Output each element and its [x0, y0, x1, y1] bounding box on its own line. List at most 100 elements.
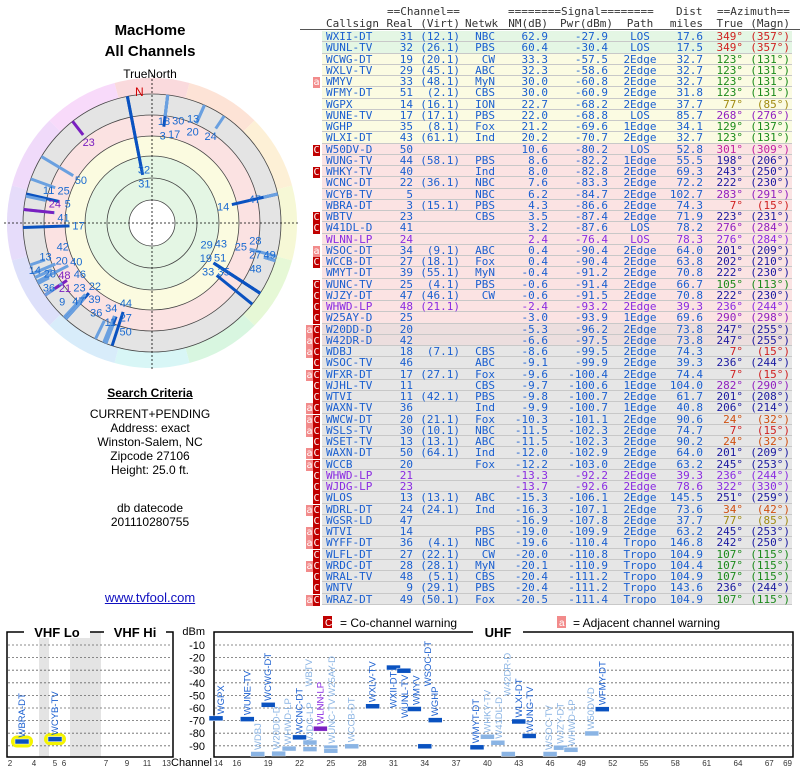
col-header-callsign[interactable]: Callsign [326, 17, 379, 30]
col-header-path[interactable]: Path [626, 17, 654, 30]
cell-callsign[interactable]: WLFL-DT [326, 547, 373, 561]
table-row[interactable]: WLXI-DT 43 (61.1) Ind 20.2 -70.7 2Edge 32.7 123°… [300, 131, 800, 145]
table-row[interactable]: aC WDBJ 18 (7.1) CBS -8.6 -99.5 2Edge 74.3 7° (15°… [300, 346, 800, 358]
cell-callsign[interactable]: WSOC-TV [326, 356, 373, 370]
cell-callsign[interactable]: WJDG-LP [326, 480, 373, 493]
cell-callsign[interactable]: WFMY-DT [326, 86, 373, 100]
cell-callsign[interactable]: WCCB [326, 457, 353, 471]
cell-callsign[interactable]: WSET-TV [326, 435, 373, 448]
table-row[interactable]: C WLFL-DT 27 (22.1) CW -20.0 -110.8 Tropo 104.9 1… [300, 547, 800, 561]
table-row[interactable]: C WNTV 9 (29.1) PBS -20.4 -111.2 Tropo 143.6 236°… [300, 581, 800, 595]
cell-callsign[interactable]: WUNG-TV [326, 153, 373, 167]
table-row[interactable]: C WHWD-LP 21 -13.3 -92.2 2Edge 39.3 236° (244°) [300, 468, 800, 482]
cell-callsign[interactable]: WUNL-TV [326, 41, 373, 55]
cell-callsign[interactable]: WSOC-DT [326, 243, 373, 257]
cell-callsign[interactable]: WBRA-DT [326, 198, 373, 212]
col-header-virt[interactable]: (Virt) [420, 17, 460, 30]
cell-callsign[interactable]: WLXI-DT [326, 131, 373, 145]
table-row[interactable]: WCYB-TV 5 NBC 6.2 -84.7 2Edge 102.7 283° (291°) [300, 187, 800, 201]
cell-callsign[interactable]: WTVI [326, 525, 353, 538]
table-row[interactable]: WGHP 35 (8.1) Fox 21.2 -69.6 1Edge 34.1 129° (137… [300, 121, 800, 132]
table-row[interactable]: aC WSLS-TV 30 (10.1) NBC -11.5 -102.3 2Edge 74.7… [300, 423, 800, 437]
cell-callsign[interactable]: WCYB-TV [326, 187, 373, 201]
cell-callsign[interactable]: WWCW-DT [326, 412, 373, 426]
cell-callsign[interactable]: WJZY-DT [326, 288, 373, 302]
cell-callsign[interactable]: WUNC-TV [326, 277, 373, 291]
table-row[interactable]: C W41DL-D 41 3.2 -87.6 LOS 78.2 276° (284°) [300, 221, 800, 235]
cell-callsign[interactable]: WXII-DT [326, 30, 373, 43]
cell-callsign[interactable]: W25AY-D [326, 311, 373, 325]
cell-callsign[interactable]: WAXN-DT [326, 446, 373, 460]
table-row[interactable]: WXII-DT 31 (12.1) NBC 62.9 -27.9 LOS 17.6 349° (3… [300, 31, 800, 42]
table-row[interactable]: C WBTV 23 CBS 3.5 -87.4 2Edge 71.9 223° (231°) [300, 210, 800, 223]
cell-callsign[interactable]: WLOS [326, 491, 353, 505]
table-row[interactable]: aC WRAZ-DT 49 (50.1) Fox -20.5 -111.4 Tropo 104.… [300, 592, 800, 606]
table-row[interactable]: C WJZY-DT 47 (46.1) CW -0.6 -91.5 2Edge 70.8 222°… [300, 288, 800, 302]
table-row[interactable]: aC WWCW-DT 20 (21.1) Fox -10.3 -101.1 2Edge 90.6… [300, 412, 800, 426]
cell-callsign[interactable]: WTVI [326, 390, 353, 403]
col-header-netwk[interactable]: Netwk [465, 17, 499, 30]
cell-callsign[interactable]: WCCB-DT [326, 255, 373, 268]
table-row[interactable]: C WLOS 13 (13.1) ABC -15.3 -106.1 2Edge 145.5 251… [300, 491, 800, 505]
cell-callsign[interactable]: WRDC-DT [326, 558, 373, 572]
cell-callsign[interactable]: W41DL-D [326, 221, 373, 235]
table-row[interactable]: C WHKY-TV 40 Ind 8.0 -82.8 2Edge 69.3 243° (250°) [300, 165, 800, 178]
cell-callsign[interactable]: WJHL-TV [326, 378, 373, 392]
cell-callsign[interactable]: WBTV [326, 210, 353, 223]
cell-callsign[interactable]: WUNE-TV [326, 108, 373, 122]
col-header-real[interactable]: Real [386, 17, 414, 30]
table-row[interactable]: WMYT-DT 39 (55.1) MyN -0.4 -91.2 2Edge 70.8 222°… [300, 266, 800, 280]
cell-callsign[interactable]: WCNC-DT [326, 176, 373, 190]
table-row[interactable]: C WGSR-LD 47 -16.9 -107.8 2Edge 37.7 77° (85°) [300, 513, 800, 527]
table-row[interactable]: a WSOC-DT 34 (9.1) ABC 0.4 -90.4 2Edge 64.0 201° (… [300, 243, 800, 257]
col-header-pwr[interactable]: Pwr(dBm) [560, 17, 613, 30]
cell-callsign[interactable]: WMYV [326, 75, 353, 88]
tvfool-link[interactable]: www.tvfool.com [104, 590, 196, 605]
table-row[interactable]: WFMY-DT 51 (2.1) CBS 30.0 -60.9 2Edge 31.8 123° (… [300, 86, 800, 100]
col-header-magn[interactable]: (Magn) [750, 17, 790, 30]
cell-callsign[interactable]: W42DR-D [326, 333, 373, 347]
table-row[interactable]: a WMYV 33 (48.1) MyN 30.0 -60.8 2Edge 32.7 123° (1… [300, 75, 800, 88]
cell-callsign[interactable]: WMYT-DT [326, 266, 373, 280]
table-row[interactable]: aC WRDC-DT 28 (28.1) MyN -20.1 -110.9 Tropo 104.… [300, 558, 800, 572]
table-row[interactable]: aC WAXN-TV 36 Ind -9.9 -100.7 1Edge 40.8 206° (21… [300, 401, 800, 415]
cell-callsign[interactable]: WGSR-LD [326, 513, 373, 527]
table-row[interactable]: aC WYFF-DT 36 (4.1) NBC -19.6 -110.4 Tropo 146.8… [300, 536, 800, 550]
cell-callsign[interactable]: WNTV [326, 581, 353, 595]
table-row[interactable]: WUNG-TV 44 (58.1) PBS 8.6 -82.2 1Edge 55.5 198° (… [300, 153, 800, 167]
table-row[interactable]: C WUNC-TV 25 (4.1) PBS -0.6 -91.4 2Edge 66.7 105°… [300, 277, 800, 291]
table-row[interactable]: C WTVI 11 (42.1) PBS -9.8 -100.7 2Edge 61.7 201° (… [300, 390, 800, 403]
table-row[interactable]: WLNN-LP 24 2.4 -76.4 LOS 78.3 276° (284°) [300, 233, 800, 245]
table-row[interactable]: C WSOC-TV 46 ABC -9.1 -99.9 2Edge 39.3 236° (244°… [300, 356, 800, 370]
cell-callsign[interactable]: WGHP [326, 120, 353, 133]
table-row[interactable]: aC WDRL-DT 24 (24.1) Ind -16.3 -107.1 2Edge 73.6… [300, 502, 800, 516]
table-row[interactable]: WCNC-DT 22 (36.1) NBC 7.6 -83.3 2Edge 72.2 222° (… [300, 176, 800, 190]
cell-callsign[interactable]: WDRL-DT [326, 502, 373, 516]
table-row[interactable]: aC WCCB 20 Fox -12.2 -103.0 2Edge 63.2 245° (253°… [300, 457, 800, 471]
cell-callsign[interactable]: WHKY-TV [326, 165, 373, 178]
cell-callsign[interactable]: WRAZ-DT [326, 592, 373, 606]
table-row[interactable]: aC WTVI 14 PBS -19.0 -109.9 2Edge 63.2 245° (253°… [300, 525, 800, 538]
table-row[interactable]: WGPX 14 (16.1) ION 22.7 -68.2 2Edge 37.7 77° (85°… [300, 97, 800, 111]
cell-callsign[interactable]: W20DD-D [326, 322, 373, 336]
cell-callsign[interactable]: WAXN-TV [326, 401, 373, 415]
cell-callsign[interactable]: WGPX [326, 97, 353, 111]
table-row[interactable]: C WSET-TV 13 (13.1) ABC -11.5 -102.3 2Edge 90.2 2… [300, 435, 800, 448]
table-row[interactable]: WXLV-TV 29 (45.1) ABC 32.3 -58.6 2Edge 32.7 123°… [300, 64, 800, 76]
col-header-miles[interactable]: miles [669, 17, 703, 30]
table-row[interactable]: C WJHL-TV 11 CBS -9.7 -100.6 1Edge 104.0 282° (29… [300, 378, 800, 392]
table-row[interactable]: aC WFXR-DT 17 (27.1) Fox -9.6 -100.4 2Edge 74.4 7… [300, 367, 800, 381]
table-row[interactable]: WBRA-DT 3 (15.1) PBS 4.3 -86.6 2Edge 74.3 7° (15°… [300, 198, 800, 212]
col-header-true[interactable]: True [716, 17, 744, 30]
cell-callsign[interactable]: WSLS-TV [326, 423, 373, 437]
table-row[interactable]: WCWG-DT 19 (20.1) CW 33.3 -57.5 2Edge 32.7 123° (… [300, 52, 800, 66]
table-row[interactable]: C WJDG-LP 23 -13.7 -92.6 2Edge 78.6 322° (330°) [300, 480, 800, 493]
cell-callsign[interactable]: WRAL-TV [326, 570, 373, 583]
cell-callsign[interactable]: WHWD-LP [326, 468, 373, 482]
table-row[interactable]: aC W20DD-D 20 -5.3 -96.2 2Edge 73.8 247° (255°) [300, 322, 800, 336]
cell-callsign[interactable]: WYFF-DT [326, 536, 373, 550]
cell-callsign[interactable]: WFXR-DT [326, 367, 373, 381]
cell-callsign[interactable]: WCWG-DT [326, 52, 373, 66]
table-row[interactable]: WUNE-TV 17 (17.1) PBS 22.0 -68.8 LOS 85.7 268° (2… [300, 108, 800, 122]
table-row[interactable]: aC W42DR-D 42 -6.6 -97.5 2Edge 73.8 247° (255°) [300, 333, 800, 347]
